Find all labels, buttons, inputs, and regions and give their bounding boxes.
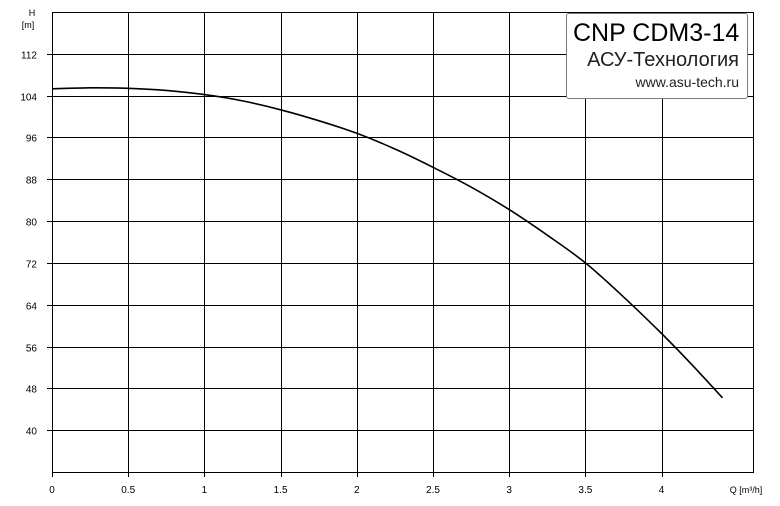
y-tick-label: 112	[21, 51, 37, 62]
y-tick-label: 104	[20, 93, 37, 104]
y-tick-label: 80	[26, 218, 38, 229]
y-axis-unit: [m]	[22, 20, 35, 30]
grid	[47, 12, 754, 477]
y-tick-label: 64	[26, 302, 38, 313]
x-tick-label: 2.5	[426, 485, 440, 496]
x-tick-label: 0	[49, 485, 55, 496]
x-tick-label: 1.5	[274, 485, 288, 496]
series-layer	[51, 86, 724, 399]
y-tick-label: 40	[26, 427, 38, 438]
y-tick-label: 48	[26, 385, 38, 396]
x-tick-label: 3.5	[578, 485, 592, 496]
series-line-head	[51, 86, 724, 399]
x-tick-label: 4	[659, 485, 665, 496]
pump-model-title: CNP CDM3-14	[573, 19, 740, 47]
x-tick-label: 0.5	[121, 485, 135, 496]
x-tick-label: 1	[202, 485, 208, 496]
x-tick-label: 2	[354, 485, 360, 496]
y-tick-label: 56	[26, 344, 38, 355]
x-tick-label: 3	[506, 485, 512, 496]
plot-frame	[52, 12, 754, 473]
x-axis-label: Q [m³/h]	[730, 485, 763, 495]
tick-labels: 0 0.5 1 1.5 2 2.5 3 3.5 4 112 104 96 88 80 72 64 56 48 40	[20, 51, 664, 497]
company-website: www.asu-tech.ru	[635, 74, 739, 90]
y-tick-label: 72	[26, 260, 38, 271]
y-tick-label: 96	[26, 134, 38, 145]
y-tick-label: 88	[26, 176, 38, 187]
brand-box: CNP CDM3-14 АСУ-Технология www.asu-tech.…	[566, 13, 748, 99]
y-axis-symbol: H	[29, 8, 36, 18]
company-name: АСУ-Технология	[587, 49, 739, 71]
